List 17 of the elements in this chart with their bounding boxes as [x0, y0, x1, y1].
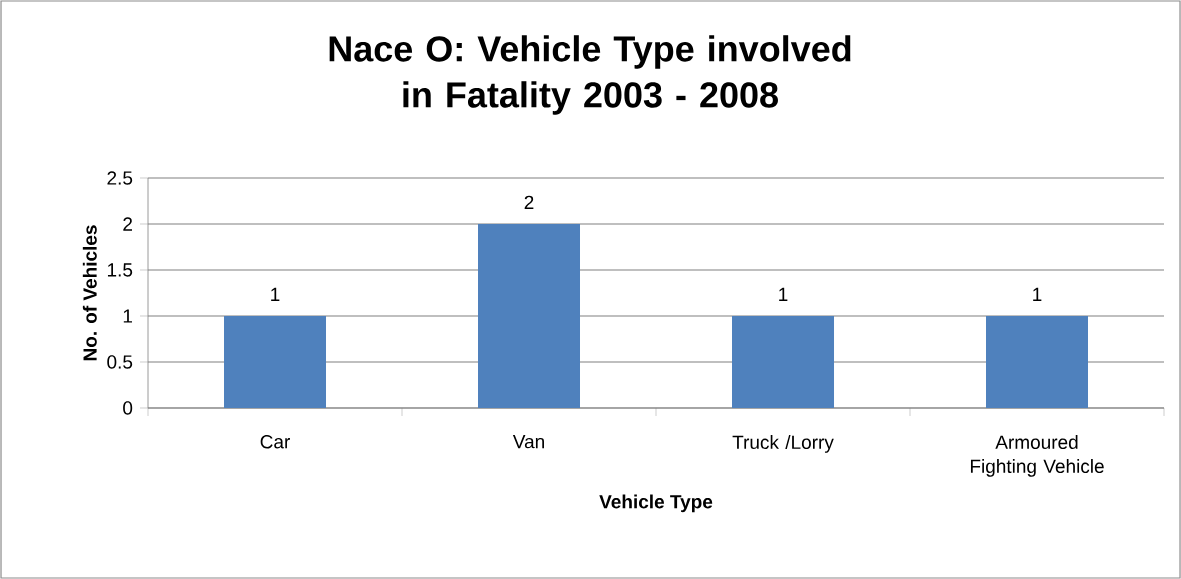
- y-tick-label: 1: [123, 309, 132, 323]
- data-label: 1: [779, 287, 788, 301]
- chart-title: Nace O: Vehicle Type involved in Fatality 2003 - 2008: [329, 35, 851, 115]
- data-label: 1: [1033, 287, 1042, 301]
- x-tick-label: Car: [260, 435, 290, 449]
- y-tick-label: 1.5: [107, 263, 133, 277]
- x-tick-label: Armoured Fighting Vehicle: [970, 435, 1104, 477]
- y-tick-label: 0.5: [107, 355, 133, 369]
- x-axis-title: Vehicle Type: [599, 494, 713, 513]
- y-axis-title: No. of Vehicles: [82, 225, 97, 361]
- y-tick-label: 0: [123, 401, 133, 415]
- y-tick-label: 2.5: [107, 171, 133, 185]
- x-tick-label: Truck /Lorry: [732, 435, 834, 453]
- x-tick-label: Van: [512, 435, 544, 449]
- data-label: 1: [271, 287, 280, 301]
- data-label: 2: [524, 195, 534, 209]
- y-tick-label: 2: [123, 217, 132, 231]
